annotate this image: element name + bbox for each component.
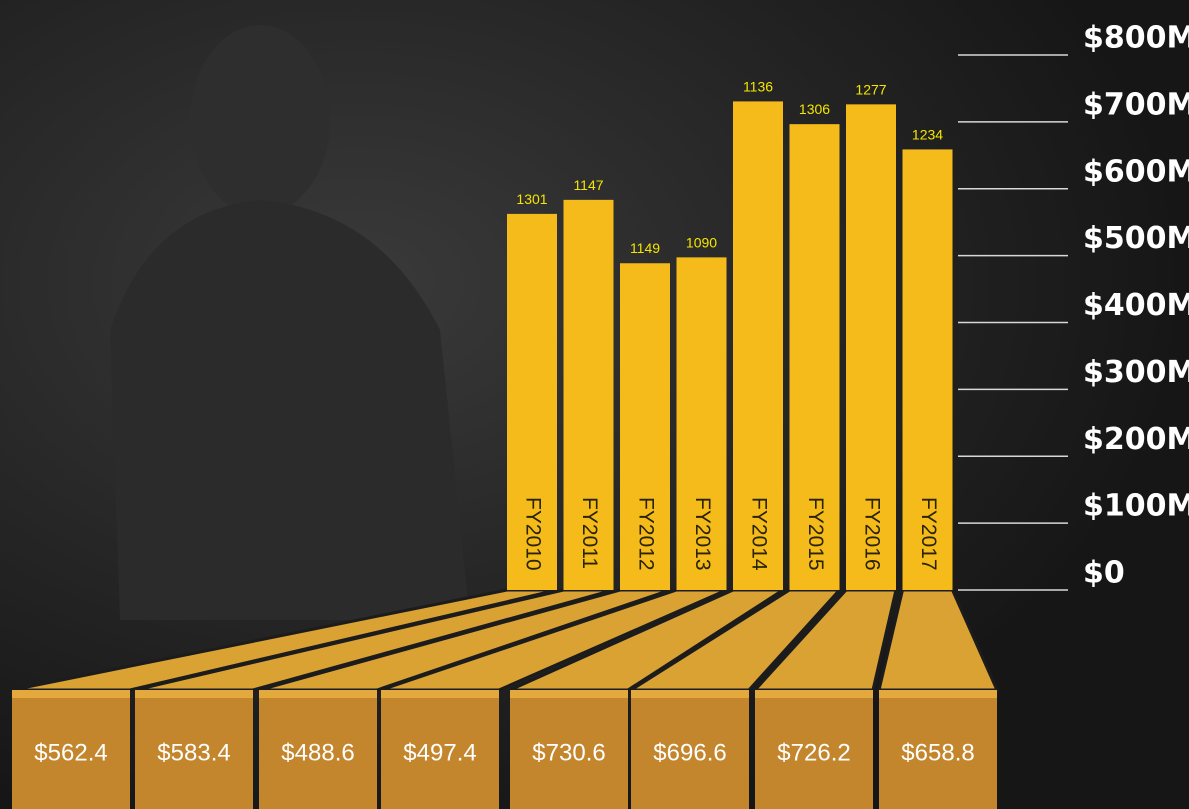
- y-tick-label: $800M: [1083, 21, 1189, 56]
- value-box-top: [12, 690, 130, 698]
- value-box-top: [631, 690, 749, 698]
- category-label: FY2015: [804, 497, 827, 571]
- category-label: FY2014: [747, 497, 770, 571]
- value-label: $730.6: [532, 739, 605, 766]
- y-tick-label: $300M: [1083, 355, 1189, 390]
- y-tick-label: $0: [1083, 556, 1125, 591]
- bar-top-label: 1147: [573, 177, 603, 193]
- category-label: FY2011: [578, 497, 601, 569]
- category-label: FY2013: [691, 497, 714, 571]
- value-box-top: [259, 690, 377, 698]
- category-label: FY2012: [634, 497, 657, 571]
- y-tick-label: $100M: [1083, 489, 1189, 524]
- bar-top-label: 1149: [630, 240, 660, 256]
- y-tick-label: $700M: [1083, 87, 1189, 122]
- bar-top-label: 1306: [799, 101, 830, 117]
- y-tick-label: $500M: [1083, 221, 1189, 256]
- background-figure: [190, 25, 330, 215]
- category-label: FY2016: [860, 497, 883, 571]
- bar-top-label: 1234: [912, 126, 943, 142]
- value-label: $726.2: [777, 739, 850, 766]
- bar-top-label: 1277: [855, 81, 886, 97]
- category-label: FY2010: [521, 497, 544, 571]
- y-tick-label: $600M: [1083, 154, 1189, 189]
- y-tick-label: $200M: [1083, 422, 1189, 457]
- value-label: $583.4: [157, 739, 230, 766]
- y-tick-label: $400M: [1083, 288, 1189, 323]
- value-box-top: [879, 690, 997, 698]
- chart: $0 $100M $200M $300M $400M $500M $600M $700M $80…: [0, 0, 1189, 809]
- value-box-top: [755, 690, 873, 698]
- value-box-top: [381, 690, 499, 698]
- value-label: $696.6: [653, 739, 726, 766]
- value-label: $658.8: [901, 739, 974, 766]
- bar-top-label: 1136: [743, 78, 773, 94]
- bar-top-label: 1090: [686, 234, 717, 250]
- value-label: $488.6: [281, 739, 354, 766]
- bar-top-label: 1301: [516, 191, 547, 207]
- category-label: FY2017: [917, 497, 940, 571]
- value-label: $497.4: [403, 739, 476, 766]
- value-box-top: [510, 690, 628, 698]
- value-box-top: [135, 690, 253, 698]
- value-label: $562.4: [34, 739, 107, 766]
